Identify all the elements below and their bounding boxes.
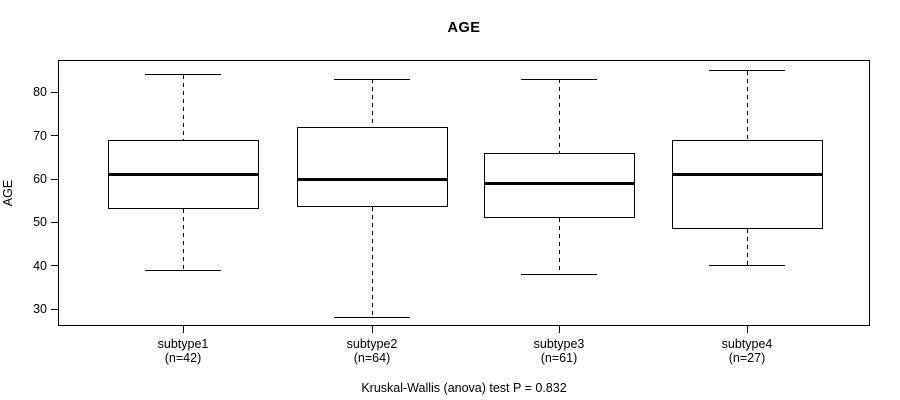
whisker-upper-subtype3 [558,79,560,153]
whisker-upper-subtype1 [182,74,184,140]
iqr-box-subtype4 [671,139,823,229]
y-tick-label-40: 40 [33,258,47,273]
y-tick-60 [51,178,58,180]
x-axis-label-name-subtype3: subtype3 [533,337,585,351]
chart-title: AGE [447,20,481,36]
x-axis-label-subtype4: subtype4 (n=27) [657,337,837,365]
y-tick-label-60: 60 [33,172,47,187]
x-tick-subtype1 [182,326,184,333]
iqr-box-subtype3 [483,152,635,219]
y-tick-label-50: 50 [33,215,47,230]
whisker-cap-min-subtype3 [521,273,597,275]
median-line-subtype2 [296,177,448,181]
whisker-lower-subtype1 [182,209,184,271]
x-axis-label-subtype2: subtype2 (n=64) [282,337,462,365]
x-axis-label-subtype1: subtype1 (n=42) [93,337,273,365]
x-axis-label-count-subtype2: (n=64) [353,350,391,365]
y-tick-40 [51,265,58,267]
y-tick-50 [51,221,58,223]
y-tick-label-80: 80 [33,85,47,100]
whisker-lower-subtype4 [746,228,748,266]
whisker-upper-subtype4 [746,70,748,140]
whisker-upper-subtype2 [371,79,373,127]
whisker-cap-min-subtype1 [145,269,221,271]
y-tick-label-30: 30 [33,302,47,317]
median-line-subtype1 [107,173,259,177]
x-axis-label-count-subtype1: (n=42) [164,350,202,365]
whisker-cap-max-subtype3 [521,78,597,80]
whisker-cap-max-subtype1 [145,74,221,76]
y-tick-30 [51,308,58,310]
whisker-lower-subtype3 [558,218,560,275]
x-axis-label-name-subtype1: subtype1 [157,337,209,351]
y-tick-70 [51,135,58,137]
x-axis-label-name-subtype4: subtype4 [721,337,773,351]
x-axis-label-name-subtype2: subtype2 [346,337,398,351]
y-tick-label-70: 70 [33,128,47,143]
whisker-cap-min-subtype4 [709,265,785,267]
x-axis-label-count-subtype4: (n=27) [728,350,766,365]
whisker-lower-subtype2 [371,207,373,318]
whisker-cap-max-subtype2 [334,78,410,80]
x-axis-label-count-subtype3: (n=61) [540,350,578,365]
whisker-cap-min-subtype2 [334,317,410,319]
whisker-cap-max-subtype4 [709,70,785,72]
x-tick-subtype3 [558,326,560,333]
plot-area: 30 40 50 60 70 80 subtype1 (n=42) subtype2 (n=64)… [33,60,870,364]
y-tick-80 [51,91,58,93]
median-line-subtype4 [671,173,823,177]
stat-test-note: Kruskal-Wallis (anova) test P = 0.832 [361,381,567,395]
x-tick-subtype4 [746,326,748,333]
median-line-subtype3 [483,181,635,185]
x-axis-label-subtype3: subtype3 (n=61) [469,337,649,365]
x-tick-subtype2 [371,326,373,333]
iqr-box-subtype2 [296,126,448,208]
